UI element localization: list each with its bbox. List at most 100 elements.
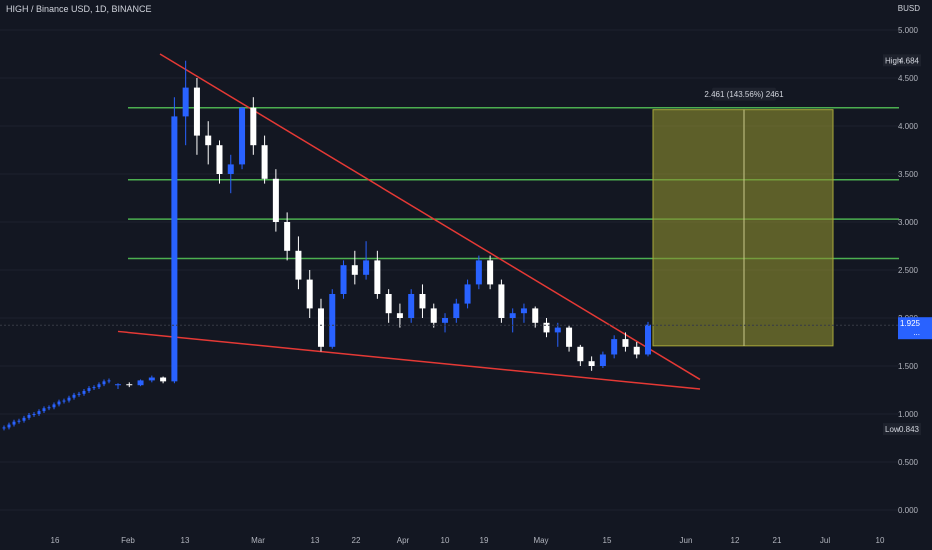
candle-body <box>363 260 370 275</box>
candle-body <box>509 313 516 318</box>
trendline-lower <box>117 330 701 390</box>
candle-body <box>87 388 91 391</box>
y-tick-label: 1.000 <box>898 410 919 419</box>
candle-body <box>82 390 86 394</box>
projection-rect <box>652 109 834 347</box>
x-tick-label: 13 <box>311 536 320 545</box>
x-tick-label: 21 <box>773 536 782 545</box>
candle-body <box>374 260 381 294</box>
candle-body <box>272 178 279 222</box>
x-tick-label: 22 <box>352 536 361 545</box>
candle-body <box>7 424 11 428</box>
candle-body <box>464 284 471 304</box>
candle-body <box>351 265 358 275</box>
candle-body <box>396 313 403 318</box>
candle-body <box>588 361 595 366</box>
candle-body <box>160 377 167 382</box>
x-tick-label: 13 <box>181 536 190 545</box>
candle-body <box>554 327 561 333</box>
price-axis[interactable]: 5.0004.5004.0003.5003.0002.5002.0001.500… <box>898 26 919 515</box>
candle-body <box>645 324 651 355</box>
candle-body <box>532 308 539 323</box>
y-tick-label: 0.500 <box>898 458 919 467</box>
y-tick-label: 5.000 <box>898 26 919 35</box>
x-tick-label: Apr <box>397 536 410 545</box>
candle-body <box>430 308 437 323</box>
candle-body <box>42 408 46 412</box>
candle-body <box>453 303 460 318</box>
x-tick-label: Jun <box>680 536 693 545</box>
candle-body <box>408 294 415 318</box>
x-tick-label: 19 <box>480 536 489 545</box>
candle-body <box>306 279 313 309</box>
y-tick-label: 3.500 <box>898 170 919 179</box>
candle-body <box>115 384 121 386</box>
x-tick-label: 15 <box>603 536 612 545</box>
low-tag-bg <box>883 423 921 436</box>
candle-body <box>543 322 550 333</box>
low-tag-label: Low <box>885 425 900 434</box>
candle-body <box>77 393 81 395</box>
candles <box>0 60 898 431</box>
chart-title: HIGH / Binance USD, 1D, BINANCE <box>6 4 152 14</box>
low-tag-value: 0.843 <box>899 425 920 434</box>
candle-body <box>2 427 6 429</box>
high-tag-label: High <box>885 56 901 65</box>
candle-body <box>622 339 629 347</box>
candle-body <box>487 260 494 285</box>
candle-body <box>577 346 584 362</box>
y-tick-label: 3.000 <box>898 218 919 227</box>
candle-body <box>47 407 51 409</box>
projection-box[interactable]: 2.461 (143.56%) 2461 <box>652 87 834 347</box>
x-tick-label: 10 <box>876 536 885 545</box>
x-tick-label: Feb <box>121 536 135 545</box>
x-tick-label: 10 <box>441 536 450 545</box>
candle-body <box>599 354 606 366</box>
current-price-tag-value: 1.925 <box>900 319 921 328</box>
y-tick-label: 0.000 <box>898 506 919 515</box>
x-tick-label: 16 <box>51 536 60 545</box>
candle-body <box>611 339 618 355</box>
candle-body <box>27 414 31 418</box>
high-tag-bg <box>883 54 921 67</box>
candle-body <box>12 421 16 425</box>
candle-body <box>72 394 76 398</box>
candle-body <box>442 318 449 323</box>
candle-body <box>193 87 200 136</box>
current-price-tag-sub: ... <box>913 328 920 337</box>
candle-body <box>182 87 189 117</box>
candle-body <box>261 145 268 179</box>
y-tick-label: 1.500 <box>898 362 919 371</box>
candle-body <box>137 380 144 386</box>
candle-body <box>171 116 178 382</box>
candle-body <box>102 381 106 385</box>
candle-body <box>17 420 21 422</box>
candle-body <box>419 294 426 309</box>
candle-body <box>32 414 36 415</box>
candle-body <box>284 222 291 251</box>
candle-body <box>148 377 155 381</box>
x-tick-label: 12 <box>731 536 740 545</box>
x-tick-label: Mar <box>251 536 265 545</box>
candle-body <box>340 265 347 294</box>
candle-body <box>498 284 505 318</box>
candle-body <box>250 107 257 146</box>
candle-body <box>62 400 66 402</box>
candle-body <box>205 135 212 146</box>
candle-body <box>37 411 41 414</box>
candle-body <box>52 404 56 408</box>
time-axis[interactable]: 16 Feb 13 Mar 13 22 Apr 10 19 May 15 Jun 12 21 Jul 10 <box>51 536 885 545</box>
candle-body <box>126 384 133 386</box>
candle-body <box>520 308 527 314</box>
trendline-upper <box>159 53 701 381</box>
candle-body <box>57 401 61 405</box>
x-tick-label: May <box>533 536 548 545</box>
candle-body <box>22 417 26 421</box>
candle-body <box>566 327 573 347</box>
candle-body <box>295 250 302 280</box>
candle-body <box>633 346 640 355</box>
high-tag-value: 4.684 <box>899 56 920 65</box>
y-tick-label: 2.500 <box>898 266 919 275</box>
